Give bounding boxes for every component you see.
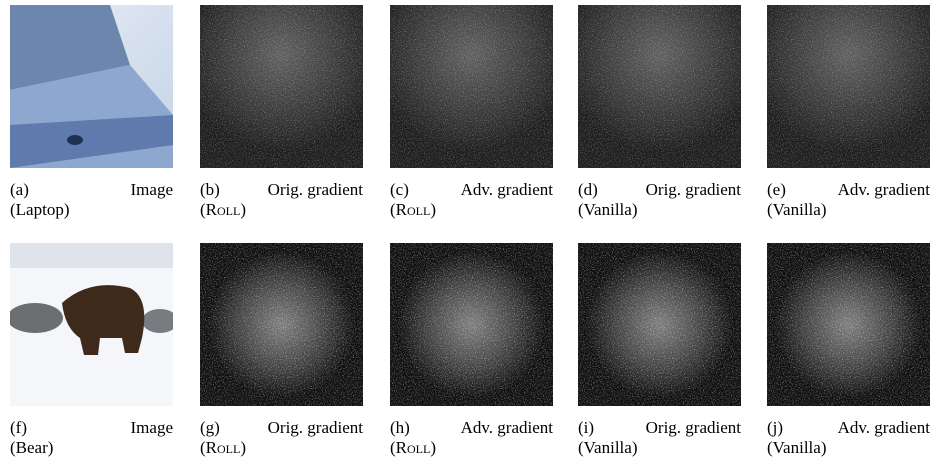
gradient-dim xyxy=(767,5,930,168)
gradient-dim xyxy=(578,5,741,168)
caption-detail: (Roll) xyxy=(200,438,363,458)
caption-line: (j) Adv. gradient xyxy=(767,418,930,438)
panel-caption: Image xyxy=(131,180,173,200)
panel-label: (i) xyxy=(578,418,594,438)
gradient-dim xyxy=(767,243,930,406)
caption-line: (d) Orig. gradient xyxy=(578,180,741,200)
photo-trees xyxy=(10,243,173,268)
gradient-dim xyxy=(578,243,741,406)
gradient-dim xyxy=(390,243,553,406)
panel-caption: Orig. gradient xyxy=(268,418,363,438)
panel-image xyxy=(578,243,741,406)
caption-detail: (Vanilla) xyxy=(578,200,741,220)
panel-label: (j) xyxy=(767,418,783,438)
panel-caption: Image xyxy=(131,418,173,438)
panel: (f) Image(Bear) xyxy=(10,243,173,458)
panel-caption: Orig. gradient xyxy=(646,418,741,438)
gradient-dim xyxy=(200,243,363,406)
panel-image xyxy=(200,5,363,168)
caption-detail: (Vanilla) xyxy=(767,200,930,220)
laptop-port xyxy=(67,135,83,145)
panel-image xyxy=(200,243,363,406)
panel-image xyxy=(390,243,553,406)
caption: (g) Orig. gradient(Roll) xyxy=(200,418,363,458)
panel: (d) Orig. gradient(Vanilla) xyxy=(578,5,741,220)
gradient-dim xyxy=(390,5,553,168)
panel-caption: Orig. gradient xyxy=(268,180,363,200)
panel-label: (c) xyxy=(390,180,409,200)
caption-detail: (Vanilla) xyxy=(578,438,741,458)
panel-image xyxy=(390,5,553,168)
caption: (d) Orig. gradient(Vanilla) xyxy=(578,180,741,220)
panel-image xyxy=(578,5,741,168)
caption-line: (c) Adv. gradient xyxy=(390,180,553,200)
panel-label: (h) xyxy=(390,418,410,438)
panel: (j) Adv. gradient(Vanilla) xyxy=(767,243,930,458)
panel-caption: Adv. gradient xyxy=(461,180,553,200)
panel-label: (e) xyxy=(767,180,786,200)
panel-label: (f) xyxy=(10,418,27,438)
panel-label: (g) xyxy=(200,418,220,438)
panel-image xyxy=(10,243,173,406)
caption-detail: (Laptop) xyxy=(10,200,173,220)
caption: (f) Image(Bear) xyxy=(10,418,173,458)
caption-detail: (Roll) xyxy=(390,200,553,220)
caption: (j) Adv. gradient(Vanilla) xyxy=(767,418,930,458)
panel: (b) Orig. gradient(Roll) xyxy=(200,5,363,220)
panel: (c) Adv. gradient(Roll) xyxy=(390,5,553,220)
caption: (e) Adv. gradient(Vanilla) xyxy=(767,180,930,220)
caption-line: (g) Orig. gradient xyxy=(200,418,363,438)
panel-image xyxy=(10,5,173,168)
caption-line: (e) Adv. gradient xyxy=(767,180,930,200)
figure: (a)Image(Laptop)(b)Orig. gradient(Roll)(… xyxy=(0,0,933,472)
caption-line: (i) Orig. gradient xyxy=(578,418,741,438)
caption: (c) Adv. gradient(Roll) xyxy=(390,180,553,220)
caption-line: (b) Orig. gradient xyxy=(200,180,363,200)
panel-image xyxy=(767,243,930,406)
caption-detail: (Vanilla) xyxy=(767,438,930,458)
panel: (a) Image(Laptop) xyxy=(10,5,173,220)
panel-label: (a) xyxy=(10,180,29,200)
caption-detail: (Roll) xyxy=(200,200,363,220)
gradient-dim xyxy=(200,5,363,168)
caption-detail: (Bear) xyxy=(10,438,173,458)
caption-line: (h) Adv. gradient xyxy=(390,418,553,438)
caption-line: (a) Image xyxy=(10,180,173,200)
caption: (a) Image(Laptop) xyxy=(10,180,173,220)
panel-image xyxy=(767,5,930,168)
panel-caption: Adv. gradient xyxy=(838,418,930,438)
panel: (e) Adv. gradient(Vanilla) xyxy=(767,5,930,220)
panel-caption: Adv. gradient xyxy=(838,180,930,200)
caption-detail: (Roll) xyxy=(390,438,553,458)
caption-line: (f) Image xyxy=(10,418,173,438)
panel: (g) Orig. gradient(Roll) xyxy=(200,243,363,458)
caption: (b) Orig. gradient(Roll) xyxy=(200,180,363,220)
caption: (i) Orig. gradient(Vanilla) xyxy=(578,418,741,458)
panel-label: (d) xyxy=(578,180,598,200)
panel-caption: Adv. gradient xyxy=(461,418,553,438)
panel: (h) Adv. gradient(Roll) xyxy=(390,243,553,458)
panel-caption: Orig. gradient xyxy=(646,180,741,200)
panel: (i) Orig. gradient(Vanilla) xyxy=(578,243,741,458)
caption: (h) Adv. gradient(Roll) xyxy=(390,418,553,458)
panel-label: (b) xyxy=(200,180,220,200)
